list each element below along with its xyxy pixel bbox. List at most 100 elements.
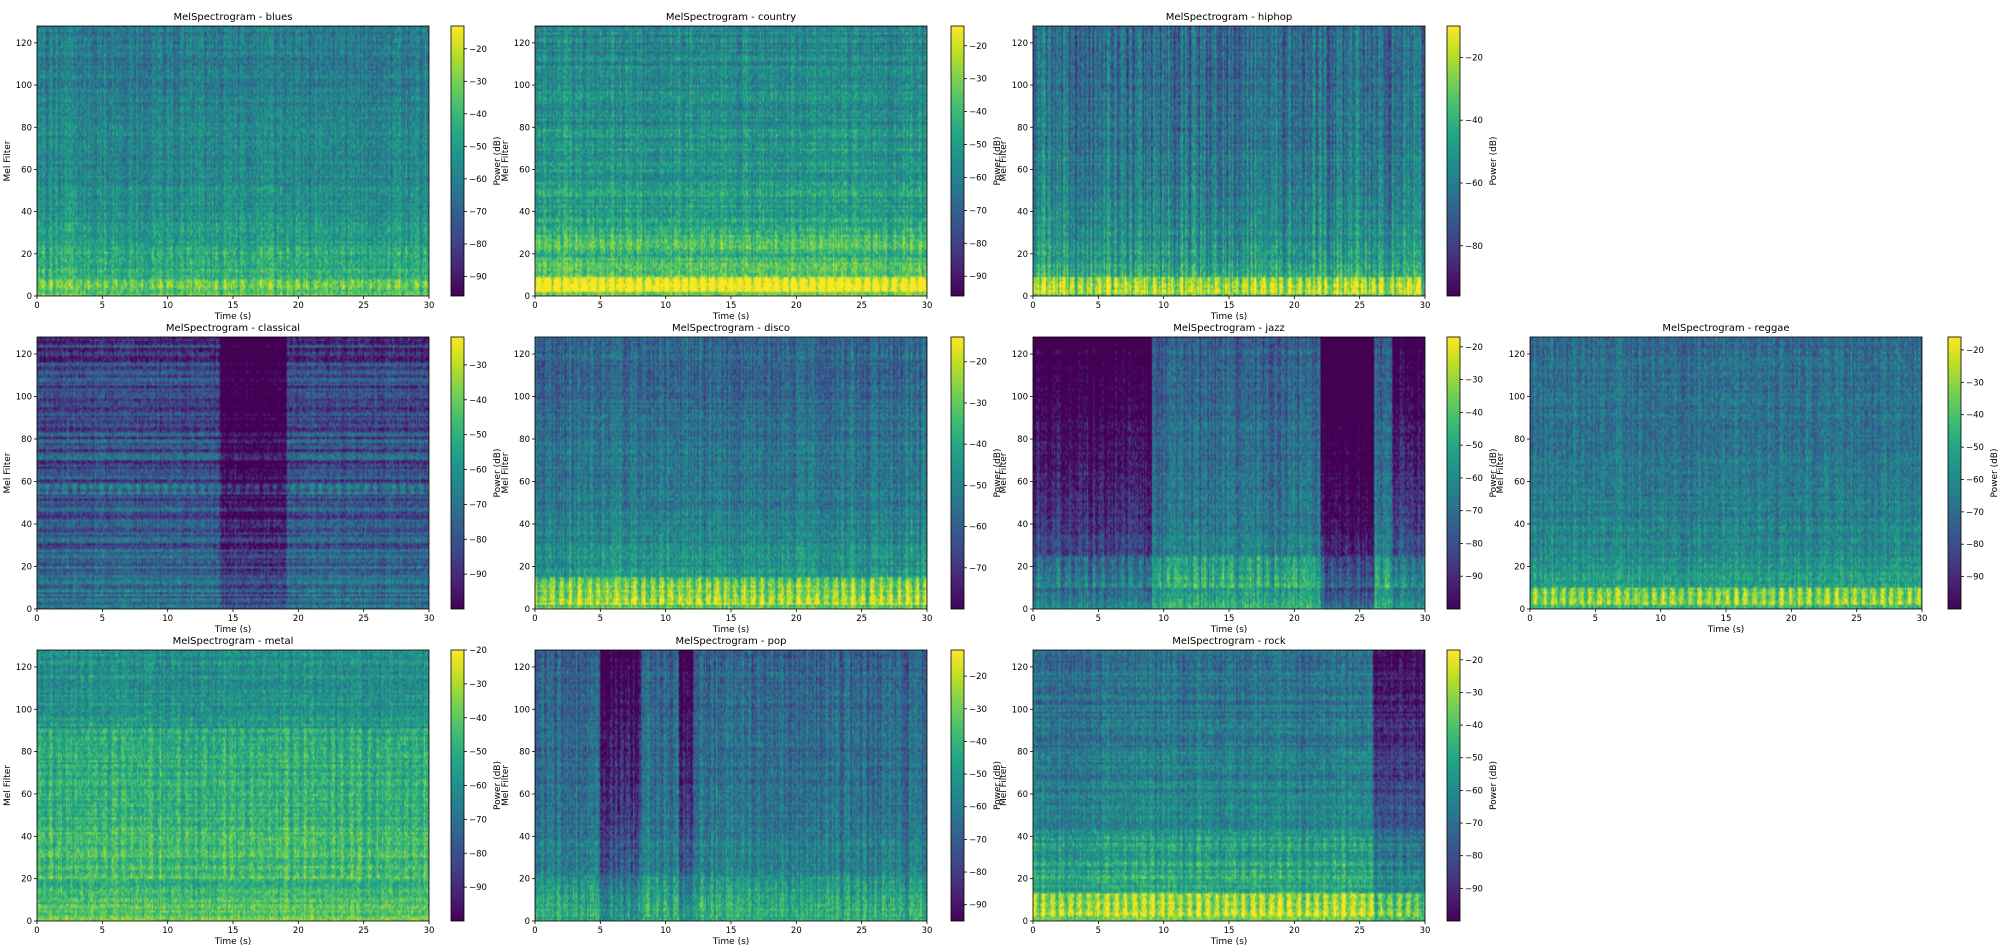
chart-panel-blues: MelSpectrogram - blues 0 5 10 15 20 25 30 0 20 40 6… (3, 12, 503, 322)
y-tick-label: 40 (1514, 520, 1525, 530)
x-tick-label: 5 (598, 301, 603, 311)
y-tick-label: 0 (27, 917, 32, 927)
y-tick-label: 120 (1509, 350, 1525, 360)
colorbar-tick-label: −20 (1465, 656, 1483, 666)
y-tick-label: 20 (519, 875, 530, 885)
colorbar-tick-label: −90 (969, 901, 987, 911)
y-tick-label: 60 (519, 790, 530, 800)
y-tick-label: 60 (21, 165, 32, 175)
spectrogram-image (1033, 337, 1425, 609)
y-tick-label: 120 (16, 350, 32, 360)
colorbar (450, 25, 465, 297)
colorbar (450, 649, 465, 922)
colorbar-tick-label: −20 (969, 358, 987, 368)
x-axis-label: Time (s) (1210, 625, 1248, 635)
x-tick-label: 10 (162, 614, 173, 624)
colorbar-label: Power (dB) (493, 761, 503, 810)
colorbar-tick-label: −70 (1465, 819, 1483, 829)
x-tick-label: 5 (100, 614, 105, 624)
chart-title: MelSpectrogram - blues (174, 12, 293, 23)
y-tick-label: 60 (519, 478, 530, 488)
y-tick-label: 80 (21, 748, 32, 758)
colorbar (950, 336, 965, 610)
colorbar-tick-label: −50 (1465, 754, 1483, 764)
colorbar-tick-label: −90 (469, 570, 487, 580)
x-tick-label: 30 (1420, 301, 1431, 311)
y-tick-label: 40 (519, 832, 530, 842)
colorbar-tick-label: −60 (969, 173, 987, 183)
y-tick-label: 20 (1017, 563, 1028, 573)
x-tick-label: 25 (1354, 301, 1365, 311)
colorbar (450, 336, 465, 610)
colorbar-tick-label: −40 (969, 737, 987, 747)
y-tick-label: 80 (519, 748, 530, 758)
x-tick-label: 0 (1527, 614, 1532, 624)
colorbar-tick-label: −50 (969, 481, 987, 491)
y-tick-label: 20 (1514, 563, 1525, 573)
colorbar-tick-label: −60 (469, 175, 487, 185)
chart-panel-disco: MelSpectrogram - disco 0 5 10 15 20 25 30 0 20 40 6… (501, 323, 1003, 635)
colorbar-tick-label: −20 (1465, 343, 1483, 353)
x-tick-label: 30 (922, 301, 933, 311)
colorbar-tick-label: −70 (469, 207, 487, 217)
x-axis-label: Time (s) (712, 937, 750, 947)
y-tick-label: 20 (519, 563, 530, 573)
x-tick-label: 20 (1289, 926, 1300, 936)
y-tick-label: 100 (514, 705, 530, 715)
colorbar (1947, 336, 1962, 610)
x-tick-label: 20 (791, 301, 802, 311)
colorbar-tick-label: −40 (1465, 721, 1483, 731)
x-tick-label: 5 (100, 926, 105, 936)
y-tick-label: 80 (21, 123, 32, 133)
x-tick-label: 15 (228, 301, 239, 311)
x-tick-label: 5 (1593, 614, 1598, 624)
colorbar-tick-label: −80 (969, 868, 987, 878)
colorbar-tick-label: −40 (469, 714, 487, 724)
chart-panel-rock: MelSpectrogram - rock 0 5 10 15 20 25 30 0 20 40 60… (999, 636, 1499, 947)
x-tick-label: 25 (856, 926, 867, 936)
x-tick-label: 30 (922, 926, 933, 936)
colorbar-tick-label: −20 (469, 646, 487, 656)
y-axis-label: Mel Filter (3, 140, 13, 181)
x-tick-label: 25 (1354, 926, 1365, 936)
y-tick-label: 20 (519, 250, 530, 260)
chart-panel-jazz: MelSpectrogram - jazz 0 5 10 15 20 25 30 0 20 40 60… (999, 323, 1499, 635)
y-tick-label: 80 (1514, 435, 1525, 445)
chart-title: MelSpectrogram - rock (1172, 636, 1286, 647)
x-tick-label: 10 (660, 614, 671, 624)
colorbar-tick-label: −30 (469, 77, 487, 87)
y-tick-label: 120 (16, 39, 32, 49)
y-tick-label: 60 (21, 790, 32, 800)
colorbar (950, 649, 965, 922)
spectrogram-image (1033, 26, 1425, 296)
x-tick-label: 10 (1158, 614, 1169, 624)
colorbar-tick-label: −80 (1465, 539, 1483, 549)
y-tick-label: 60 (519, 165, 530, 175)
colorbar-tick-label: −20 (969, 672, 987, 682)
x-tick-label: 0 (1030, 614, 1035, 624)
y-tick-label: 80 (519, 123, 530, 133)
x-tick-label: 30 (424, 301, 435, 311)
chart-title: MelSpectrogram - classical (166, 323, 300, 334)
y-tick-label: 80 (1017, 748, 1028, 758)
colorbar-tick-label: −60 (1966, 475, 1984, 485)
y-tick-label: 120 (514, 350, 530, 360)
x-tick-label: 30 (424, 614, 435, 624)
colorbar-label: Power (dB) (493, 137, 503, 186)
y-axis-label: Mel Filter (501, 452, 511, 493)
x-tick-label: 20 (1289, 301, 1300, 311)
colorbar-tick-label: −50 (469, 748, 487, 758)
colorbar-tick-label: −30 (1966, 378, 1984, 388)
colorbar-tick-label: −60 (469, 466, 487, 476)
colorbar (1446, 336, 1461, 610)
y-tick-label: 40 (21, 520, 32, 530)
y-tick-label: 60 (21, 478, 32, 488)
colorbar-tick-label: −60 (969, 523, 987, 533)
y-tick-label: 80 (21, 435, 32, 445)
y-axis-label: Mel Filter (1496, 452, 1506, 493)
chart-panel-reggae: MelSpectrogram - reggae 0 5 10 15 20 25 30 0 20 40… (1496, 323, 2000, 635)
x-tick-label: 10 (1158, 926, 1169, 936)
colorbar-tick-label: −30 (969, 75, 987, 85)
colorbar-tick-label: −70 (1966, 508, 1984, 518)
colorbar-tick-label: −50 (969, 141, 987, 151)
